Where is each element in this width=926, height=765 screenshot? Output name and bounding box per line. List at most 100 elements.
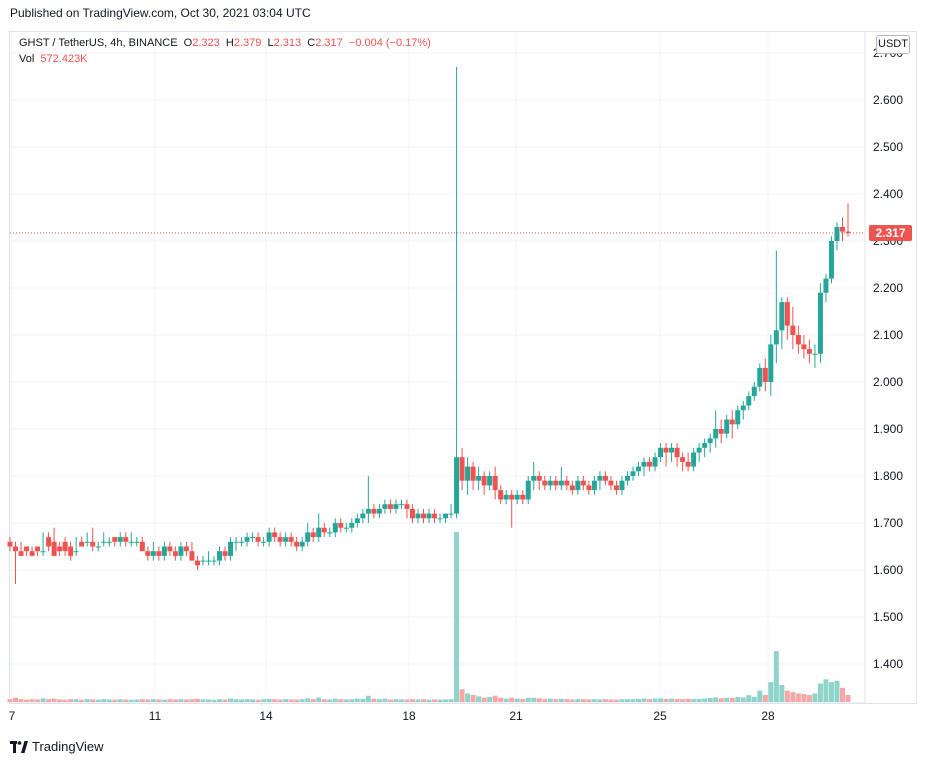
candle-body bbox=[228, 541, 234, 556]
tradingview-brand[interactable]: TradingView bbox=[32, 739, 104, 754]
candle-body bbox=[321, 527, 327, 533]
volume-bar bbox=[443, 699, 449, 702]
volume-bar bbox=[156, 699, 162, 702]
volume-bar bbox=[272, 699, 278, 702]
candle-body bbox=[525, 480, 531, 500]
candle-body bbox=[299, 541, 305, 547]
volume-bar bbox=[167, 699, 173, 702]
candle-body bbox=[724, 419, 730, 434]
candle-body bbox=[101, 541, 107, 543]
volume-bar bbox=[476, 696, 482, 702]
open-value: 2.323 bbox=[192, 37, 220, 49]
candle-body bbox=[106, 541, 112, 543]
candle-body bbox=[211, 560, 217, 562]
candle-body bbox=[536, 476, 542, 481]
volume-bar bbox=[222, 699, 228, 702]
candle-body bbox=[795, 335, 801, 345]
symbol-label[interactable]: GHST / TetherUS, 4h, BINANCE bbox=[19, 37, 178, 49]
candle-body bbox=[305, 532, 311, 542]
volume-bar bbox=[90, 699, 96, 702]
candle-body bbox=[823, 278, 829, 293]
volume-bar bbox=[68, 699, 74, 702]
candle-body bbox=[740, 405, 746, 411]
volume-bar bbox=[663, 698, 669, 702]
candle-body bbox=[768, 344, 774, 382]
candle-body bbox=[509, 494, 515, 500]
candle-body bbox=[239, 541, 245, 543]
candle-body bbox=[713, 429, 719, 439]
candle-body bbox=[123, 537, 129, 542]
close-key: C bbox=[307, 37, 316, 49]
candle-body bbox=[167, 546, 173, 552]
volume-bar bbox=[586, 699, 592, 702]
candle-body bbox=[696, 447, 702, 453]
low-key: L bbox=[267, 37, 274, 49]
currency-button[interactable]: USDT bbox=[876, 35, 910, 54]
candle-body bbox=[57, 546, 63, 552]
candle-body bbox=[288, 537, 294, 542]
volume-bar bbox=[454, 532, 460, 702]
volume-bar bbox=[288, 699, 294, 702]
candle-body bbox=[73, 551, 79, 553]
volume-bar bbox=[79, 699, 85, 702]
volume-bar bbox=[779, 685, 785, 702]
change-value: −0.004 (−0.17%) bbox=[348, 37, 431, 49]
candle-body bbox=[591, 480, 597, 491]
volume-bar bbox=[294, 699, 300, 702]
candle-body bbox=[244, 537, 250, 542]
candle-body bbox=[558, 480, 564, 486]
candle-body bbox=[542, 480, 548, 486]
candle-body bbox=[547, 480, 553, 486]
volume-bar bbox=[724, 697, 730, 702]
y-tick-label: 2.600 bbox=[873, 93, 903, 107]
candle-body bbox=[409, 508, 415, 519]
chart-legend: GHST / TetherUS, 4h, BINANCE O2.323 H2.3… bbox=[19, 35, 431, 67]
y-tick-label: 2.400 bbox=[873, 187, 903, 201]
candle-body bbox=[481, 476, 487, 486]
volume-bar bbox=[244, 699, 250, 702]
volume-bar bbox=[746, 695, 752, 702]
candle-body bbox=[222, 551, 228, 556]
volume-bar bbox=[569, 699, 575, 702]
ohlc-row: GHST / TetherUS, 4h, BINANCE O2.323 H2.3… bbox=[19, 35, 431, 51]
candle-body bbox=[470, 466, 476, 481]
volume-bar bbox=[354, 698, 360, 702]
volume-bar bbox=[773, 651, 779, 702]
candle-body bbox=[233, 541, 239, 543]
candle-body bbox=[531, 476, 537, 481]
candle-body bbox=[658, 447, 664, 458]
candle-body bbox=[272, 532, 278, 538]
candle-body bbox=[13, 546, 19, 552]
y-tick-label: 1.600 bbox=[873, 563, 903, 577]
volume-bar bbox=[200, 699, 206, 702]
close-value: 2.317 bbox=[315, 37, 343, 49]
candle-body bbox=[652, 457, 658, 467]
candle-body bbox=[432, 513, 438, 519]
tradingview-logo-icon[interactable] bbox=[10, 740, 28, 753]
volume-bar bbox=[839, 687, 845, 702]
volume-bar bbox=[547, 698, 553, 702]
volume-bar bbox=[327, 699, 333, 702]
x-tick-label: 18 bbox=[402, 709, 416, 723]
volume-bar bbox=[51, 698, 57, 702]
candle-body bbox=[255, 537, 261, 542]
volume-bar bbox=[404, 699, 410, 702]
volume-bar bbox=[321, 699, 327, 702]
y-tick-label: 1.500 bbox=[873, 610, 903, 624]
last-price-label: 2.317 bbox=[869, 225, 912, 241]
footer: TradingView bbox=[10, 739, 104, 754]
candle-body bbox=[602, 476, 608, 481]
candle-body bbox=[18, 551, 24, 556]
candle-body bbox=[828, 241, 834, 279]
candle-body bbox=[200, 560, 206, 562]
candle-body bbox=[277, 537, 283, 542]
candle-body bbox=[718, 429, 724, 434]
candle-body bbox=[128, 541, 134, 543]
volume-bar bbox=[233, 699, 239, 702]
volume-bar bbox=[365, 695, 371, 702]
y-tick-label: 1.900 bbox=[873, 422, 903, 436]
candle-body bbox=[476, 476, 482, 481]
volume-bar bbox=[360, 698, 366, 702]
volume-bar bbox=[283, 699, 289, 702]
